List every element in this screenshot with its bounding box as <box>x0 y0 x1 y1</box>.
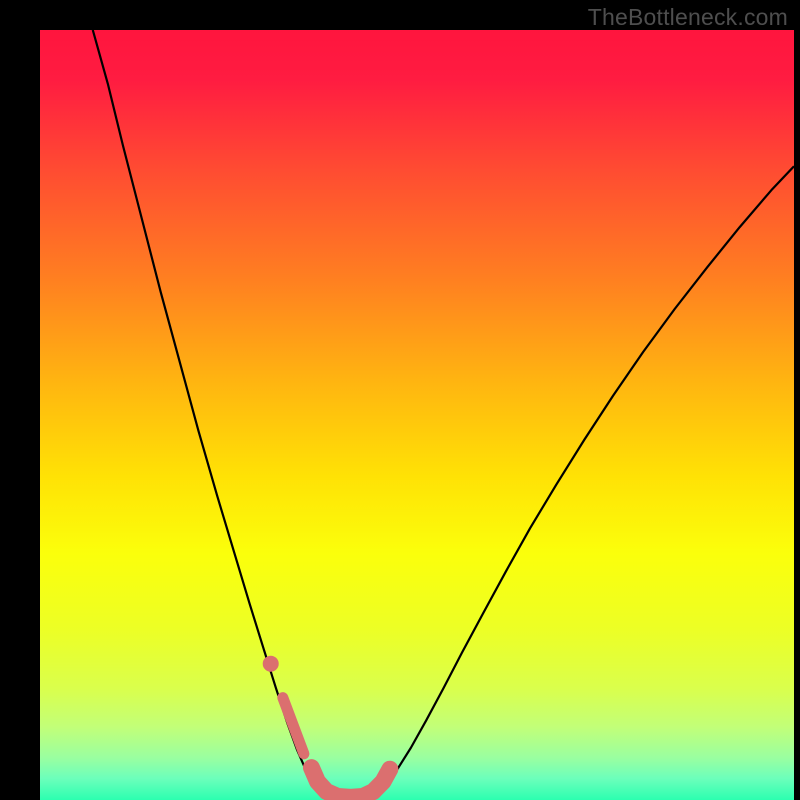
curves-layer <box>40 30 794 800</box>
chart-stage: TheBottleneck.com <box>0 0 800 800</box>
bottom-highlight-arc <box>311 768 389 798</box>
plot-area <box>40 30 794 800</box>
left-highlight-segment <box>283 698 304 754</box>
marker-dot <box>263 656 279 672</box>
curve-right <box>366 166 794 798</box>
curve-left <box>93 30 336 798</box>
watermark-label: TheBottleneck.com <box>588 4 788 31</box>
